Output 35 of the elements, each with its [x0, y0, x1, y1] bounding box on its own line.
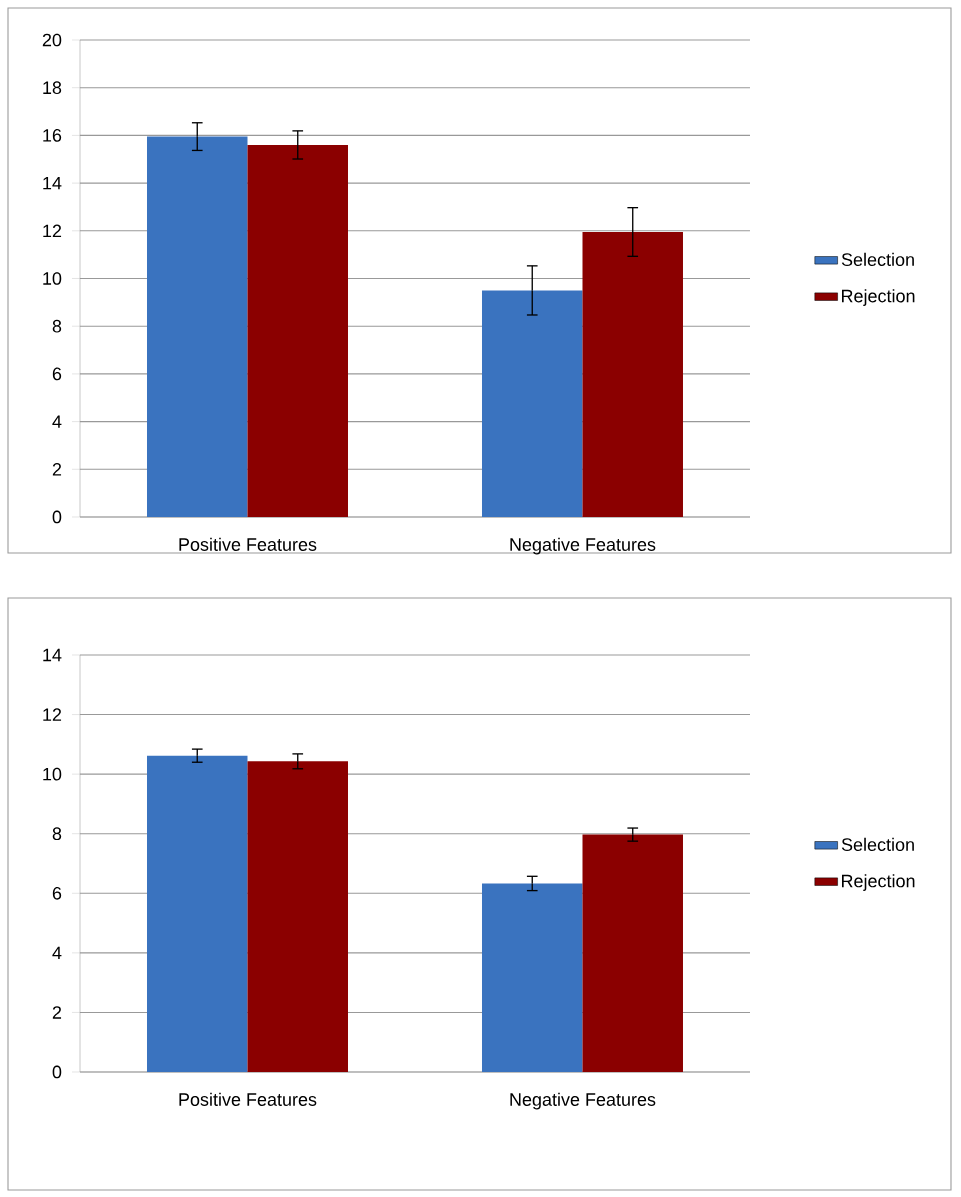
y-tick-label: 10	[43, 767, 62, 781]
y-tick-label: 6	[52, 886, 62, 900]
bar	[147, 136, 248, 517]
y-tick-label: 4	[52, 415, 62, 428]
y-tick-label: 12	[43, 708, 62, 721]
y-tick-label: 4	[52, 946, 62, 960]
bar	[147, 755, 248, 1072]
legend-label: Rejection	[842, 289, 915, 306]
y-tick-label: 2	[52, 1006, 62, 1019]
x-tick-label: Negative Features	[510, 537, 656, 555]
y-tick-label: 20	[42, 33, 62, 47]
y-tick-label: 16	[43, 129, 62, 142]
x-tick-label: Positive Features	[179, 1092, 317, 1106]
y-tick-label: 8	[52, 827, 62, 841]
y-tick-label: 10	[43, 272, 62, 285]
x-tick-label: Positive Features	[179, 537, 317, 551]
y-tick-label: 8	[52, 319, 62, 333]
legend-label: Selection	[841, 252, 914, 266]
x-tick-label: Negative Features	[510, 1092, 656, 1110]
bar	[582, 834, 683, 1072]
bar	[481, 883, 583, 1072]
bar	[582, 231, 683, 517]
y-tick-label: 6	[52, 367, 62, 381]
y-tick-label: 14	[43, 648, 62, 662]
y-tick-label: 0	[52, 1065, 62, 1079]
legend-label: Selection	[841, 837, 914, 851]
y-tick-label: 12	[43, 224, 62, 238]
y-tick-label: 0	[52, 510, 62, 524]
y-tick-label: 2	[52, 463, 62, 476]
bar	[481, 290, 583, 517]
y-tick-label: 18	[43, 81, 62, 95]
y-tick-label: 14	[43, 176, 62, 190]
bar	[247, 761, 348, 1072]
legend-label: Rejection	[842, 874, 915, 891]
bar	[247, 144, 348, 517]
